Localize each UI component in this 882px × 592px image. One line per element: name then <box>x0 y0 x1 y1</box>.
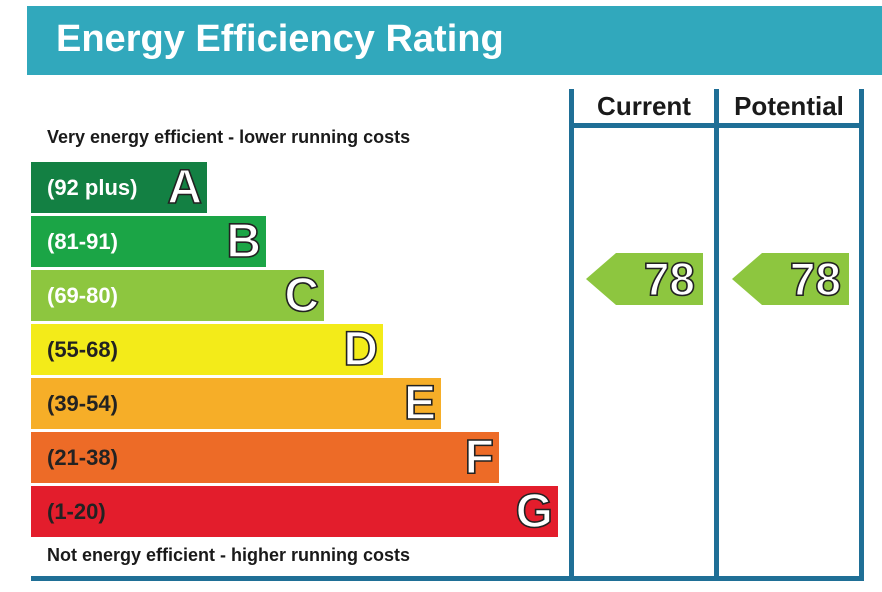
current-rating-arrow <box>586 253 703 305</box>
current-rating: 78 <box>586 252 703 306</box>
band-letter: E <box>403 377 437 430</box>
potential-rating-value: 78 <box>789 252 842 306</box>
band-letter: B <box>226 215 262 268</box>
band-letter: G <box>515 485 554 538</box>
band-d: (55-68) D <box>31 324 383 375</box>
title-bar: Energy Efficiency Rating <box>27 6 882 75</box>
band-a: (92 plus) A <box>31 162 207 213</box>
band-letter: A <box>167 161 203 214</box>
potential-rating-arrow <box>732 253 849 305</box>
band-range-label: (69-80) <box>47 283 118 308</box>
bottom-rule <box>31 576 864 581</box>
band-range-label: (1-20) <box>47 499 106 524</box>
band-range-label: (92 plus) <box>47 175 138 200</box>
chart-title: Energy Efficiency Rating <box>56 18 504 60</box>
band-g: (1-20) G <box>31 486 558 537</box>
band-range-label: (55-68) <box>47 337 118 362</box>
frame-line-right <box>859 89 864 579</box>
potential-rating: 78 <box>732 252 849 306</box>
band-range-label: (39-54) <box>47 391 118 416</box>
band-range-label: (21-38) <box>47 445 118 470</box>
band-range-label: (81-91) <box>47 229 118 254</box>
band-c: (69-80) C <box>31 270 324 321</box>
frame-line-left <box>569 89 574 579</box>
band-b: (81-91) B <box>31 216 266 267</box>
band-letter: D <box>343 323 379 376</box>
current-rating-value: 78 <box>643 252 696 306</box>
band-e: (39-54) E <box>31 378 441 429</box>
column-header-potential: Potential <box>734 91 844 121</box>
caption-top: Very energy efficient - lower running co… <box>47 127 411 147</box>
header-divider <box>569 123 864 128</box>
band-letter: C <box>284 269 320 322</box>
band-letter: F <box>464 431 495 484</box>
frame-line-middle <box>714 89 719 579</box>
caption-bottom: Not energy efficient - higher running co… <box>47 545 411 565</box>
column-header-current: Current <box>597 91 691 121</box>
band-f: (21-38) F <box>31 432 499 483</box>
